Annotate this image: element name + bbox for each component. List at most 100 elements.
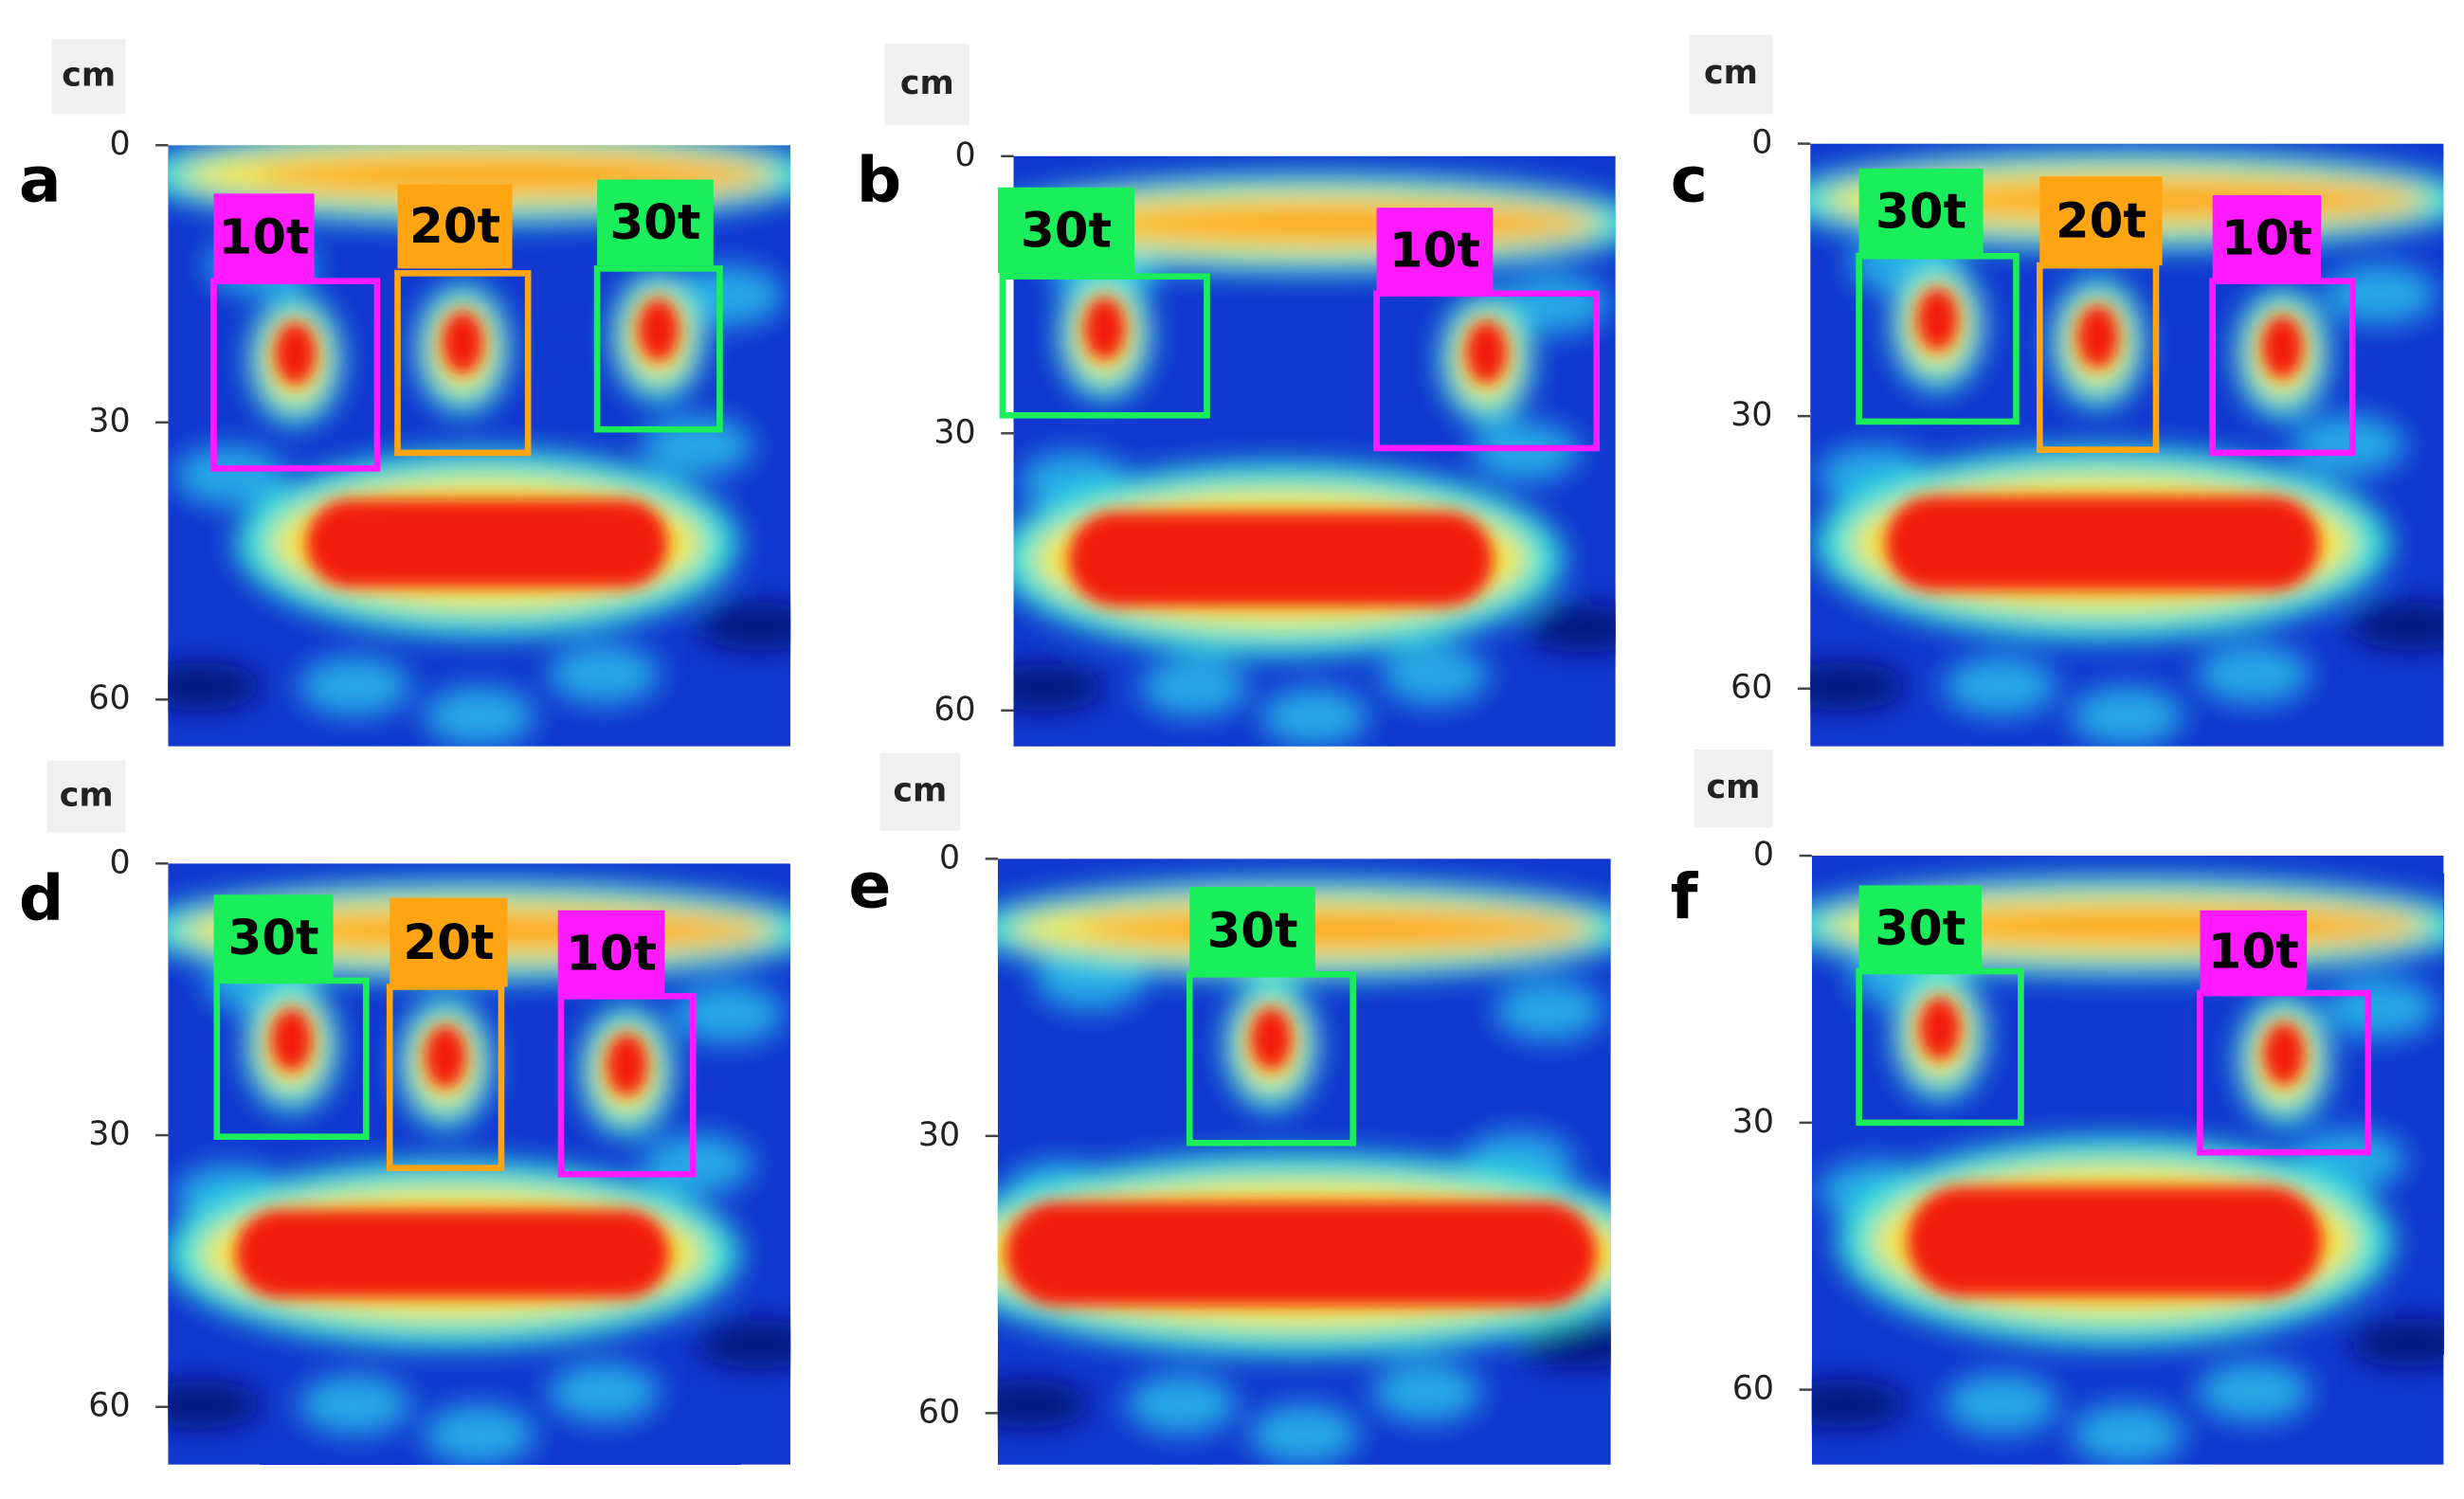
panel: f cm 0 30 60 30t 10t	[1671, 750, 2444, 1465]
y-tick-label: 30	[918, 1116, 960, 1154]
heatmap-blob	[2196, 643, 2311, 705]
heatmap-hot	[1919, 997, 1961, 1060]
heatmap-hot	[607, 1033, 648, 1096]
heatmap-hot	[1885, 497, 2320, 590]
detection-label: 20t	[409, 198, 500, 255]
unit-label: cm	[893, 772, 947, 810]
detection-box	[213, 977, 370, 1140]
heatmap-blob	[547, 1362, 661, 1423]
panel-letter: d	[19, 862, 63, 935]
heatmap-hot	[638, 298, 679, 362]
heatmap-blob	[1518, 1319, 1611, 1368]
panel-letter: a	[19, 144, 62, 217]
heatmap-blob	[168, 661, 262, 711]
heatmap-blob	[1126, 1373, 1238, 1435]
detection-label-bg	[2039, 176, 2163, 266]
unit-box	[46, 760, 126, 833]
heatmap-blob	[697, 1320, 791, 1369]
heatmap-hot	[2263, 1022, 2305, 1086]
detection-label: 10t	[566, 925, 657, 982]
heatmap-blob	[1811, 1379, 1907, 1429]
heatmap-blob	[1500, 274, 1610, 334]
detection-label: 30t	[1207, 903, 1298, 960]
detection-label: 20t	[2056, 193, 2147, 250]
heatmap-blob	[168, 1380, 262, 1429]
detection-label: 30t	[227, 910, 318, 966]
heatmap-blob	[1092, 208, 1598, 240]
detection-label-bg	[1858, 168, 1984, 255]
y-tick-label: 0	[939, 839, 960, 876]
heatmap-blob	[1810, 661, 1906, 711]
detection-label: 30t	[1875, 184, 1966, 241]
heatmap-blob	[1371, 1362, 1482, 1422]
heatmap-blob	[672, 984, 785, 1044]
y-tick-label: 0	[1753, 836, 1774, 874]
unit-box	[1694, 750, 1773, 828]
detection-label-bg	[213, 193, 315, 281]
heatmap-blob	[2292, 414, 2406, 476]
detection-label: 30t	[1021, 202, 1112, 259]
detection-label-bg	[213, 894, 334, 981]
unit-label: cm	[62, 57, 116, 95]
heatmap-blob	[547, 643, 661, 705]
detection-label: 20t	[403, 914, 494, 971]
heatmap-blob	[2348, 1318, 2444, 1367]
heatmap-blob	[423, 686, 535, 747]
detection-label-bg	[2212, 194, 2322, 281]
y-tick-label: 60	[933, 691, 975, 729]
heatmap-hot	[1908, 1186, 2323, 1296]
panel-letter: b	[857, 144, 901, 217]
heatmap-hot	[235, 1210, 670, 1298]
y-tick-label: 30	[88, 1115, 130, 1153]
detection-label-bg	[397, 184, 513, 269]
heatmap-hot	[1916, 288, 1959, 351]
detection-label: 10t	[2221, 210, 2312, 267]
panel-letter: c	[1671, 144, 1708, 217]
panel: e cm 0 30 60 30t	[848, 752, 1611, 1465]
heatmap-blob	[299, 1374, 411, 1436]
heatmap-blob	[173, 445, 287, 506]
detection-box	[1856, 252, 2020, 425]
heatmap-hot	[306, 499, 668, 587]
detection-label: 10t	[219, 209, 310, 266]
heatmap-blob	[997, 1380, 1090, 1429]
heatmap-blob	[1013, 663, 1104, 712]
panel: b cm0 30 60 30t 10t	[857, 44, 1616, 747]
detection-label: 10t	[1389, 223, 1480, 280]
detection-label-bg	[557, 910, 665, 997]
heatmap-blob	[2071, 1403, 2185, 1465]
heatmap-hot	[2261, 316, 2304, 379]
heatmap-hot	[1250, 1007, 1293, 1071]
detection-box	[394, 270, 532, 457]
heatmap-blob	[2348, 602, 2444, 650]
heatmap-hot	[275, 322, 317, 386]
detection-label: 30t	[609, 194, 700, 251]
heatmap-hot	[1466, 320, 1508, 384]
heatmap-blob	[1139, 658, 1249, 717]
y-tick-label: 0	[109, 125, 130, 163]
unit-label: cm	[1706, 768, 1760, 806]
unit-box	[51, 39, 126, 115]
unit-box	[879, 752, 961, 831]
y-tick-label: 60	[1730, 669, 1772, 707]
heatmap-hot	[2077, 305, 2119, 369]
heatmap-hot	[1084, 297, 1126, 360]
heatmap-hot	[1068, 512, 1494, 606]
heatmap	[997, 858, 1611, 1465]
y-tick-label: 60	[88, 679, 130, 717]
detection-label-bg	[1858, 885, 1982, 972]
panel: a cm 0 30 60 10t 20t 30t	[19, 39, 791, 747]
heatmap-blob	[2070, 686, 2184, 747]
detection-label-bg	[997, 187, 1135, 274]
detection-label-bg	[1376, 208, 1494, 294]
y-tick-label: 0	[1751, 124, 1772, 162]
y-tick-label: 30	[1732, 1103, 1774, 1141]
detection-label: 10t	[2208, 924, 2299, 981]
heatmap-blob	[1249, 1403, 1360, 1465]
y-tick-label: 30	[933, 413, 975, 451]
y-tick-label: 30	[1730, 396, 1772, 434]
y-tick-label: 60	[918, 1393, 960, 1431]
panel-letter: f	[1671, 860, 1699, 933]
detection-label: 30t	[1875, 900, 1966, 957]
heatmap-blob	[2197, 1361, 2311, 1422]
